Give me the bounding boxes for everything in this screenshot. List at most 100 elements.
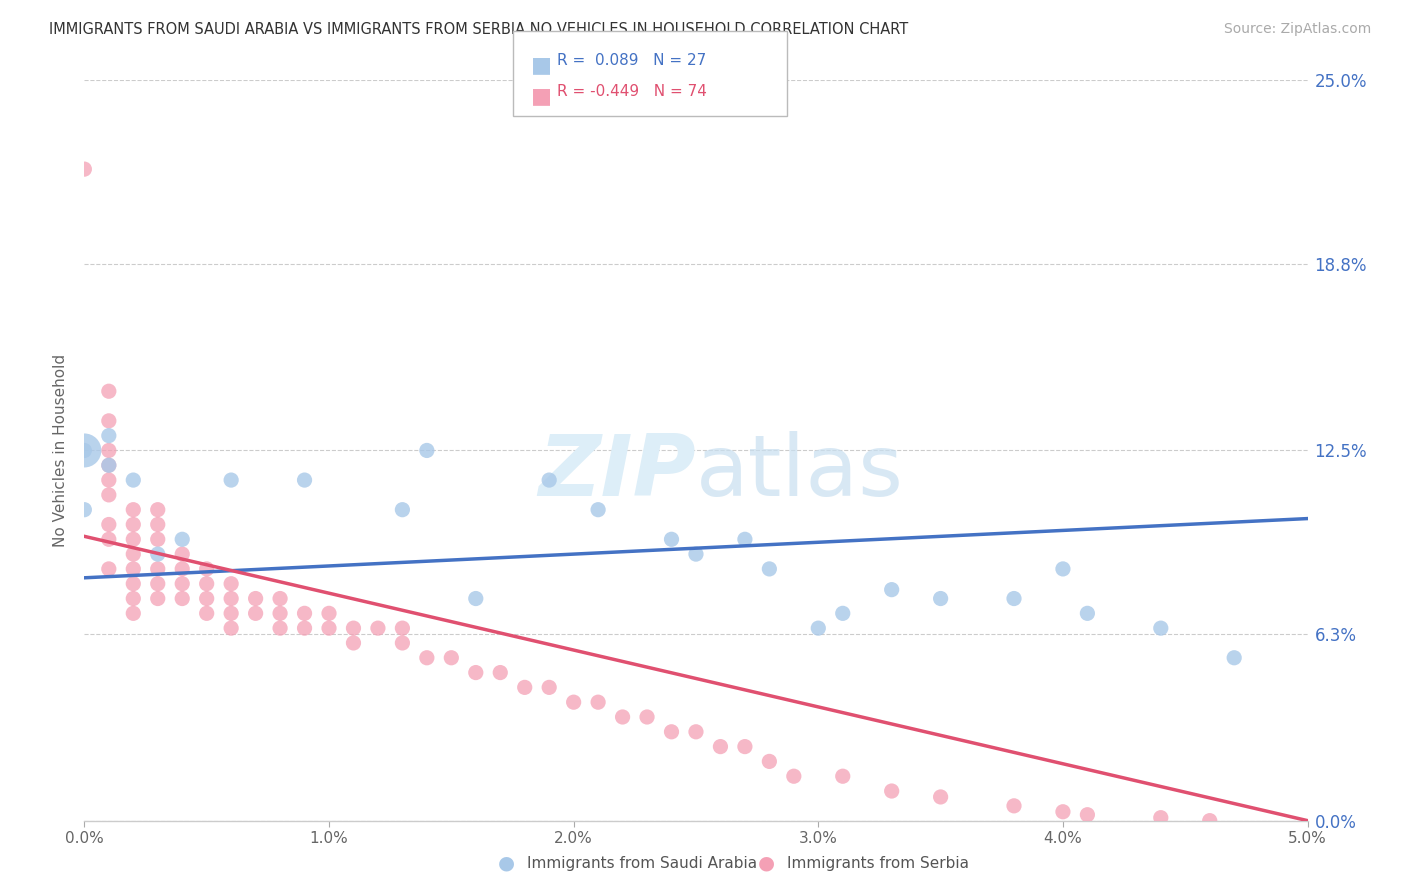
Point (97, 562, 120, 576)
Point (538, 473, 561, 487)
Point (97, 443, 120, 458)
Point (172, 591, 194, 606)
Point (636, 710, 658, 724)
Point (245, 591, 267, 606)
Point (1052, 805, 1074, 819)
Point (391, 621, 413, 635)
Point (122, 517, 145, 532)
Point (464, 591, 486, 606)
Text: atlas: atlas (696, 431, 904, 514)
Point (97, 517, 120, 532)
Text: ●: ● (498, 854, 515, 873)
Point (367, 621, 389, 635)
Point (269, 607, 291, 621)
Point (97, 384, 120, 399)
Point (195, 576, 218, 591)
Point (146, 591, 169, 606)
Point (661, 533, 683, 547)
Point (685, 724, 707, 739)
Point (758, 755, 780, 769)
Text: ●: ● (758, 854, 775, 873)
Point (807, 621, 830, 635)
Point (342, 636, 364, 650)
Point (391, 636, 413, 650)
Text: Source: ZipAtlas.com: Source: ZipAtlas.com (1223, 22, 1371, 37)
Point (1223, 650, 1246, 665)
Point (342, 621, 364, 635)
Point (219, 621, 242, 635)
Point (586, 502, 609, 516)
Point (1198, 814, 1220, 828)
Point (269, 591, 291, 606)
Point (122, 502, 145, 516)
Point (586, 695, 609, 709)
Point (440, 650, 463, 665)
Point (122, 533, 145, 547)
Point (172, 533, 194, 547)
Point (416, 650, 439, 665)
Point (97, 458, 120, 473)
Point (1150, 811, 1173, 825)
Point (219, 607, 242, 621)
Point (929, 591, 952, 606)
Point (146, 547, 169, 561)
Point (1052, 562, 1074, 576)
Point (172, 576, 194, 591)
Point (73, 162, 96, 177)
Point (97, 428, 120, 442)
Point (513, 681, 536, 695)
Point (1076, 607, 1098, 621)
Point (195, 562, 218, 576)
Point (245, 607, 267, 621)
Point (146, 517, 169, 532)
Point (929, 789, 952, 804)
Point (122, 576, 145, 591)
Point (318, 621, 340, 635)
Point (1002, 591, 1025, 606)
Point (783, 769, 806, 783)
Point (122, 562, 145, 576)
Point (464, 665, 486, 680)
Point (880, 784, 903, 798)
Point (219, 576, 242, 591)
Point (1002, 798, 1025, 813)
Point (269, 621, 291, 635)
Point (661, 724, 683, 739)
Point (219, 473, 242, 487)
Point (146, 562, 169, 576)
Point (734, 739, 756, 754)
Y-axis label: No Vehicles in Household: No Vehicles in Household (53, 354, 69, 547)
Text: IMMIGRANTS FROM SAUDI ARABIA VS IMMIGRANTS FROM SERBIA NO VEHICLES IN HOUSEHOLD : IMMIGRANTS FROM SAUDI ARABIA VS IMMIGRAN… (49, 22, 908, 37)
Point (122, 473, 145, 487)
Point (294, 473, 316, 487)
Point (1150, 621, 1173, 635)
Text: R = -0.449   N = 74: R = -0.449 N = 74 (557, 84, 707, 99)
Point (122, 607, 145, 621)
Point (318, 607, 340, 621)
Point (97, 458, 120, 473)
Point (1076, 807, 1098, 822)
Point (73, 443, 96, 458)
Point (219, 591, 242, 606)
Text: ZIP: ZIP (538, 431, 696, 514)
Point (172, 547, 194, 561)
Point (122, 591, 145, 606)
Point (97, 414, 120, 428)
Point (73, 502, 96, 516)
Text: ■: ■ (531, 87, 553, 106)
Point (146, 502, 169, 516)
Point (73, 443, 96, 458)
Point (97, 473, 120, 487)
Text: ■: ■ (531, 55, 553, 75)
Point (538, 681, 561, 695)
Point (831, 607, 853, 621)
Point (416, 443, 439, 458)
Point (758, 562, 780, 576)
Point (294, 621, 316, 635)
Point (146, 576, 169, 591)
Point (489, 665, 512, 680)
Point (734, 533, 756, 547)
Point (709, 739, 731, 754)
Point (880, 582, 903, 597)
Point (685, 547, 707, 561)
